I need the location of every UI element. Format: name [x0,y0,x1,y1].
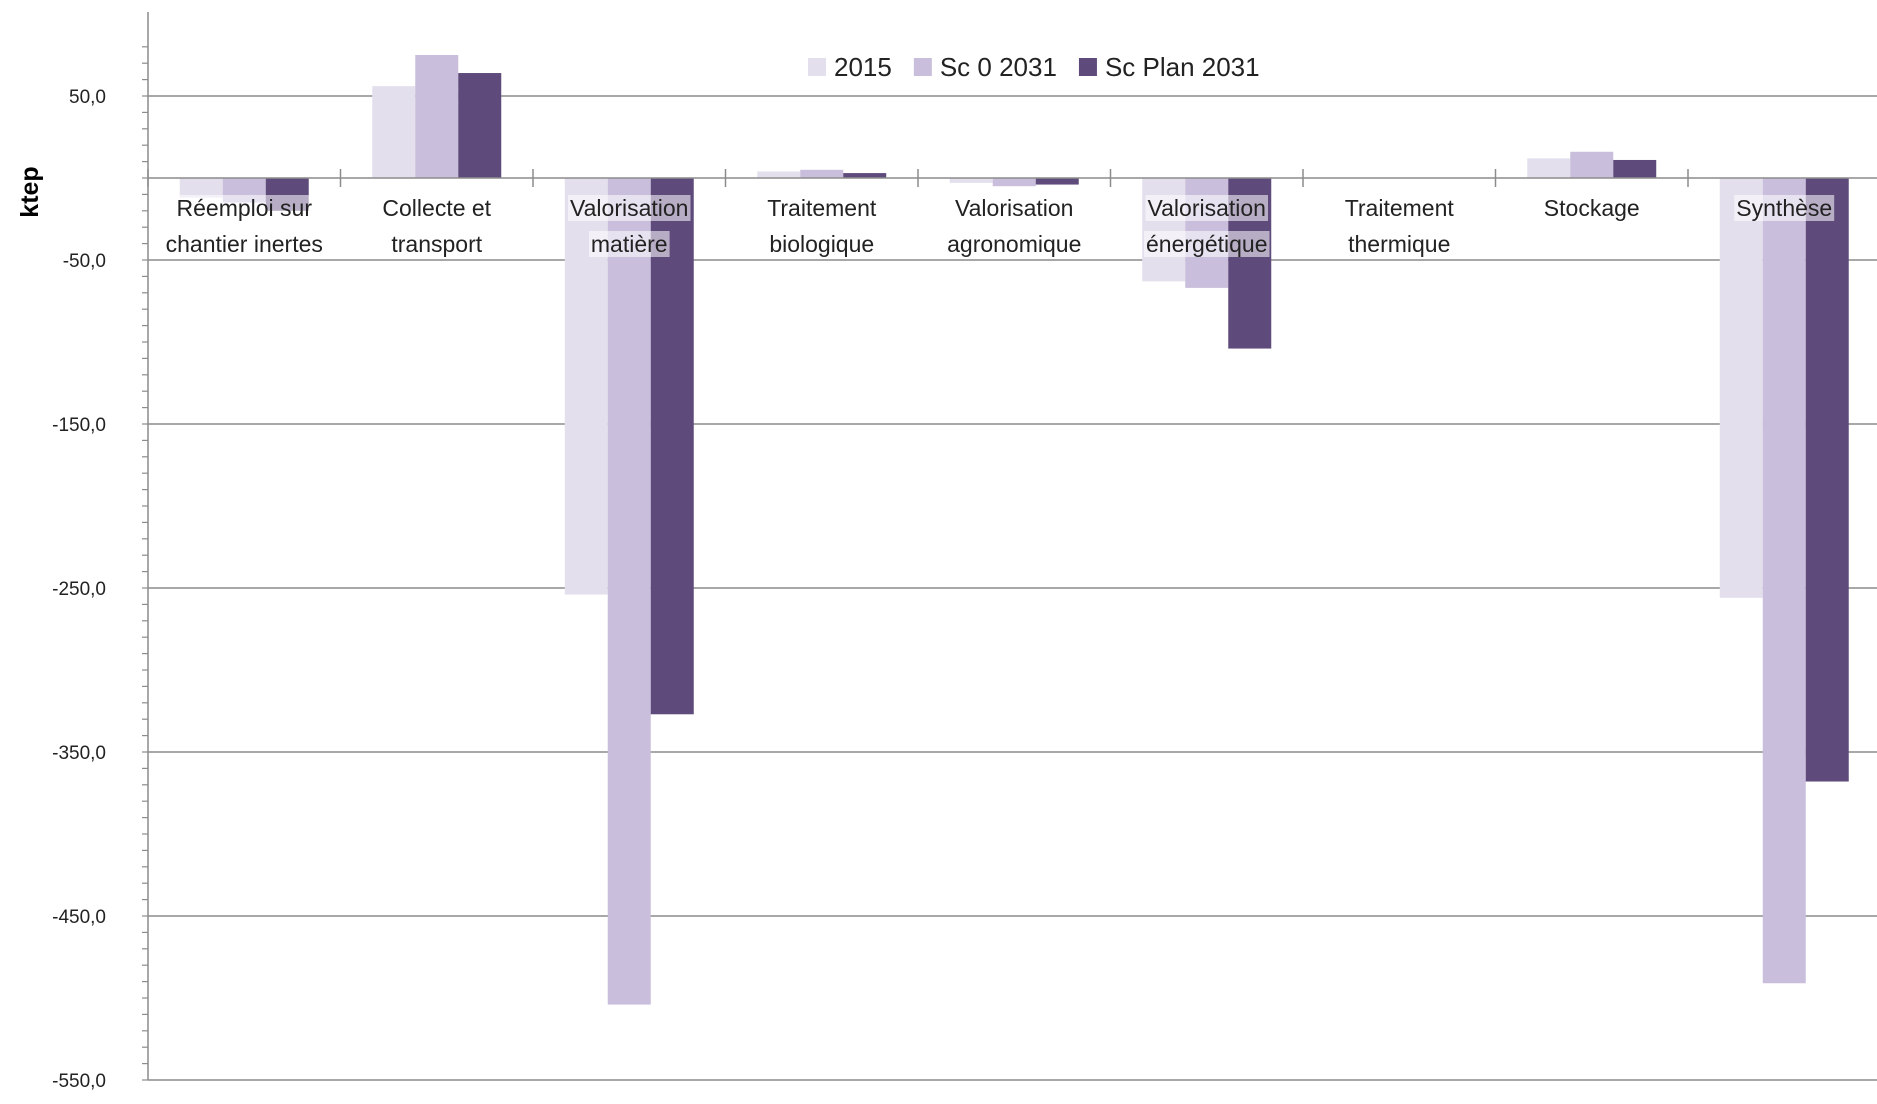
label-background [1734,195,1835,221]
axes: 50,0 -50,0 -150,0 -250,0 -350,0 -450,0 -550,0 [52,12,1877,1092]
legend-label: Sc 0 2031 [940,52,1057,82]
y-tick-label: -350,0 [52,743,106,764]
label-background [163,231,325,257]
bar [650,178,694,715]
x-category-label: agronomique [947,231,1081,257]
label-background [953,195,1076,221]
bar [1762,178,1806,984]
bar [1035,178,1079,185]
x-category-label: Synthèse [1736,195,1832,221]
legend: 2015 Sc 0 2031 Sc Plan 2031 [808,52,1260,82]
label-background [1144,231,1270,257]
bar [1613,159,1657,178]
bar [415,55,459,178]
y-tick-label: -550,0 [52,1071,106,1092]
x-category-label: biologique [769,231,874,257]
label-background [945,231,1084,257]
bar [179,178,223,198]
legend-label: Sc Plan 2031 [1105,52,1260,82]
label-background [174,195,315,221]
y-axis-title: ktep [16,166,44,217]
bar [843,173,887,178]
x-category-label: thermique [1348,231,1450,257]
x-category-label: Valorisation [955,195,1073,221]
bar [1719,178,1763,598]
legend-label: 2015 [834,52,892,82]
y-tick-label: -250,0 [52,579,106,600]
label-background [568,195,691,221]
legend-swatch [913,58,932,76]
x-category-label: Collecte et [382,195,491,221]
label-background [1541,195,1642,221]
y-tick-label: -50,0 [63,251,106,272]
label-background [380,195,494,221]
x-category-label: Valorisation [1148,195,1266,221]
label-background [765,195,879,221]
gridlines [148,95,1877,1081]
label-background [1346,231,1453,257]
bar [607,178,651,1005]
y-tick-label: -150,0 [52,415,106,436]
x-category-label: Traitement [767,195,877,221]
label-background [1145,195,1268,221]
bar [800,169,844,178]
bar [458,73,502,178]
label-background [588,231,670,257]
bar [1527,158,1571,178]
bar [949,178,993,183]
bar [757,171,801,178]
bar [1570,151,1614,178]
x-category-label: transport [391,231,482,257]
category-labels: Réemploi sur chantier inertes Collecte et t… [163,195,1835,257]
x-category-label: Stockage [1544,195,1640,221]
x-category-label: énergétique [1146,231,1268,257]
bar [992,178,1036,187]
x-category-label: Valorisation [570,195,688,221]
label-background [1342,195,1457,221]
label-background [389,231,485,257]
x-category-label: matière [591,231,668,257]
bar [1805,178,1849,782]
x-category-label: chantier inertes [166,231,323,257]
legend-swatch [1078,58,1097,76]
y-tick-label: 50,0 [69,87,106,108]
x-category-label: Réemploi sur [177,195,313,221]
label-background [767,231,877,257]
x-category-label: Traitement [1345,195,1455,221]
bar [372,86,416,178]
y-tick-label: -450,0 [52,907,106,928]
legend-swatch [808,58,826,76]
bar [1142,178,1186,282]
